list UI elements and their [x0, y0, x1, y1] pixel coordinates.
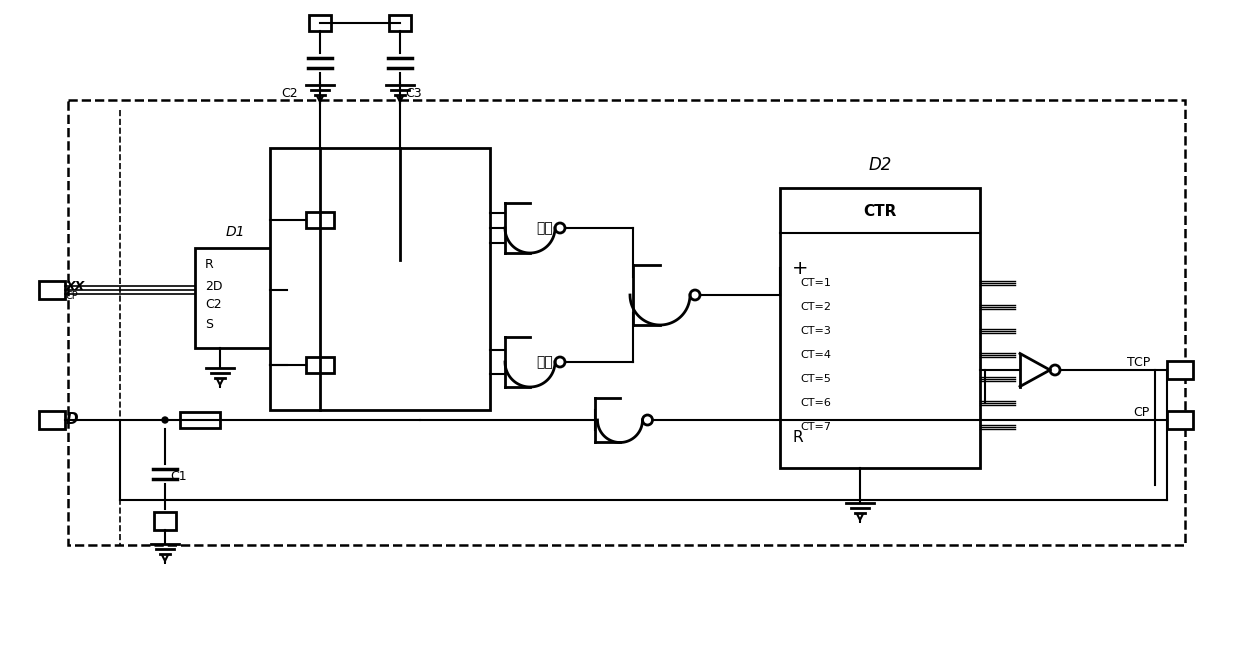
Bar: [154, 512, 176, 530]
Text: D1: D1: [226, 225, 244, 239]
Bar: [306, 357, 334, 373]
Text: C3: C3: [405, 87, 422, 100]
Text: R: R: [205, 258, 213, 271]
Text: +: +: [792, 258, 808, 277]
Bar: [306, 212, 334, 228]
Bar: [1167, 361, 1193, 379]
Text: CT=6: CT=6: [800, 398, 831, 408]
Bar: [38, 281, 64, 299]
Bar: [195, 248, 275, 348]
Text: CT=2: CT=2: [800, 302, 831, 312]
Text: 常开: 常开: [537, 221, 553, 235]
Text: CT=7: CT=7: [800, 422, 831, 432]
Text: XX: XX: [66, 279, 86, 293]
Text: C1: C1: [170, 470, 187, 483]
Bar: [309, 15, 331, 31]
Text: R: R: [792, 430, 802, 445]
Text: CP: CP: [66, 291, 79, 301]
Bar: [180, 412, 219, 428]
Text: CT=5: CT=5: [800, 374, 831, 384]
Bar: [270, 148, 490, 410]
Text: TCP: TCP: [1127, 356, 1149, 369]
Text: 常关: 常关: [537, 355, 553, 369]
Bar: [68, 100, 1185, 545]
Text: CTR: CTR: [863, 204, 897, 219]
Text: S: S: [205, 318, 213, 331]
Bar: [1167, 411, 1193, 429]
Text: CT=4: CT=4: [800, 350, 831, 360]
Text: CT=3: CT=3: [800, 326, 831, 336]
Text: D: D: [66, 413, 78, 428]
Text: C2: C2: [281, 87, 298, 100]
Text: C2: C2: [205, 298, 222, 311]
Circle shape: [162, 417, 167, 423]
Bar: [389, 15, 410, 31]
Text: D2: D2: [868, 156, 892, 174]
Text: CP: CP: [1133, 405, 1149, 419]
Text: 2D: 2D: [205, 280, 222, 293]
Bar: [38, 411, 64, 429]
Text: CT=1: CT=1: [800, 278, 831, 288]
Bar: [780, 188, 980, 468]
